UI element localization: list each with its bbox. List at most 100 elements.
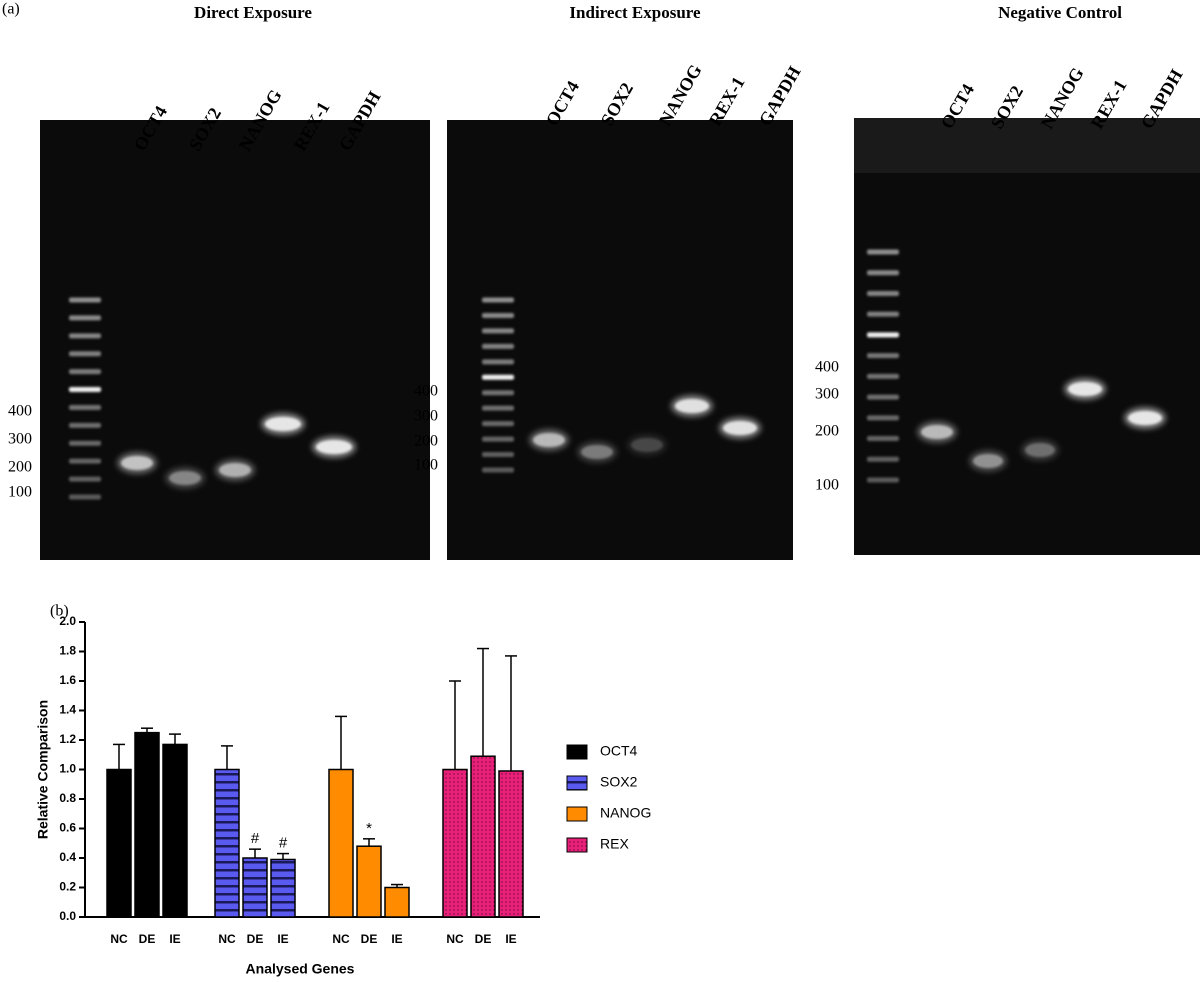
ladder-band <box>867 290 899 296</box>
gel <box>854 118 1200 555</box>
dna-band <box>1025 443 1055 457</box>
dna-band <box>169 471 201 485</box>
x-tick-label: DE <box>361 932 378 946</box>
ladder-band <box>867 436 899 442</box>
significance-mark: * <box>366 820 372 837</box>
y-tick-label: 0.4 <box>59 850 76 864</box>
marker-label: 400 <box>414 383 438 400</box>
x-tick-label: IE <box>169 932 180 946</box>
ladder-band <box>69 315 101 321</box>
y-tick-label: 1.8 <box>59 644 76 658</box>
ladder-band <box>867 415 899 421</box>
dna-band <box>921 425 953 439</box>
marker-label: 100 <box>815 477 839 494</box>
dna-band <box>121 456 153 470</box>
ladder-band <box>69 476 101 482</box>
y-tick-label: 1.4 <box>59 703 76 717</box>
legend-label: SOX2 <box>600 774 638 790</box>
gel <box>447 120 793 560</box>
y-tick-label: 2.0 <box>59 614 76 628</box>
marker-label: 300 <box>414 408 438 425</box>
x-tick-label: DE <box>139 932 156 946</box>
significance-mark: # <box>251 830 260 847</box>
y-tick-label: 1.6 <box>59 673 76 687</box>
ladder-band <box>867 353 899 359</box>
y-tick-label: 1.0 <box>59 762 76 776</box>
bar <box>270 858 296 918</box>
x-tick-label: NC <box>110 932 128 946</box>
bar <box>498 770 524 918</box>
x-tick-label: IE <box>505 932 516 946</box>
y-tick-label: 1.2 <box>59 732 76 746</box>
marker-label: 100 <box>8 484 32 501</box>
dna-band <box>675 399 709 413</box>
ladder-band <box>867 332 899 338</box>
ladder-band <box>69 297 101 303</box>
ladder-band <box>867 477 899 483</box>
x-tick-label: NC <box>218 932 236 946</box>
dna-band <box>723 421 757 435</box>
ladder-band <box>482 390 514 396</box>
marker-label: 300 <box>8 431 32 448</box>
y-tick-label: 0.6 <box>59 821 76 835</box>
ladder-band <box>69 440 101 446</box>
ladder-band <box>867 394 899 400</box>
dna-band <box>1128 411 1162 425</box>
dna-band <box>973 454 1003 468</box>
ladder-band <box>69 422 101 428</box>
dna-band <box>1068 382 1102 396</box>
marker-label: 200 <box>815 423 839 440</box>
ladder-band <box>867 249 899 255</box>
bar <box>442 768 468 918</box>
ladder-band <box>69 494 101 500</box>
gel-title: Negative Control <box>998 3 1122 22</box>
ladder-band <box>482 297 514 303</box>
legend-swatch <box>566 744 588 760</box>
dna-band <box>219 463 251 477</box>
bar <box>134 731 160 918</box>
ladder-band <box>482 467 514 473</box>
marker-label: 400 <box>8 403 32 420</box>
ladder-band <box>867 373 899 379</box>
marker-label: 300 <box>815 386 839 403</box>
x-tick-label: DE <box>247 932 264 946</box>
x-tick-label: IE <box>391 932 402 946</box>
gel-title: Direct Exposure <box>194 3 312 22</box>
ladder-band <box>482 421 514 427</box>
ladder-band <box>69 333 101 339</box>
legend-label: OCT4 <box>600 743 638 759</box>
x-tick-label: IE <box>277 932 288 946</box>
bar <box>356 845 382 918</box>
dna-band <box>265 417 301 431</box>
lane-label: GAPDH <box>755 63 805 129</box>
ladder-band <box>867 456 899 462</box>
bar <box>328 768 354 918</box>
panel-label: (b) <box>50 603 69 620</box>
ladder-band <box>482 436 514 442</box>
y-tick-label: 0.0 <box>59 909 76 923</box>
dna-band <box>631 438 663 452</box>
marker-label: 400 <box>815 359 839 376</box>
legend-swatch <box>566 775 588 791</box>
ladder-band <box>69 369 101 375</box>
legend-swatch <box>566 806 588 822</box>
dna-band <box>581 445 613 459</box>
ladder-band <box>482 312 514 318</box>
ladder-band <box>482 328 514 334</box>
bar <box>214 768 240 918</box>
ladder-band <box>867 311 899 317</box>
gel <box>40 120 430 560</box>
x-tick-label: DE <box>475 932 492 946</box>
marker-label: 200 <box>8 459 32 476</box>
dna-band <box>533 433 565 447</box>
ladder-band <box>69 351 101 357</box>
legend-label: NANOG <box>600 805 651 821</box>
legend-swatch <box>566 837 588 853</box>
dna-band <box>316 440 352 454</box>
significance-mark: # <box>279 835 288 852</box>
y-tick-label: 0.8 <box>59 791 76 805</box>
gel-well-strip <box>854 118 1200 173</box>
bar <box>242 857 268 918</box>
marker-label: 100 <box>414 457 438 474</box>
